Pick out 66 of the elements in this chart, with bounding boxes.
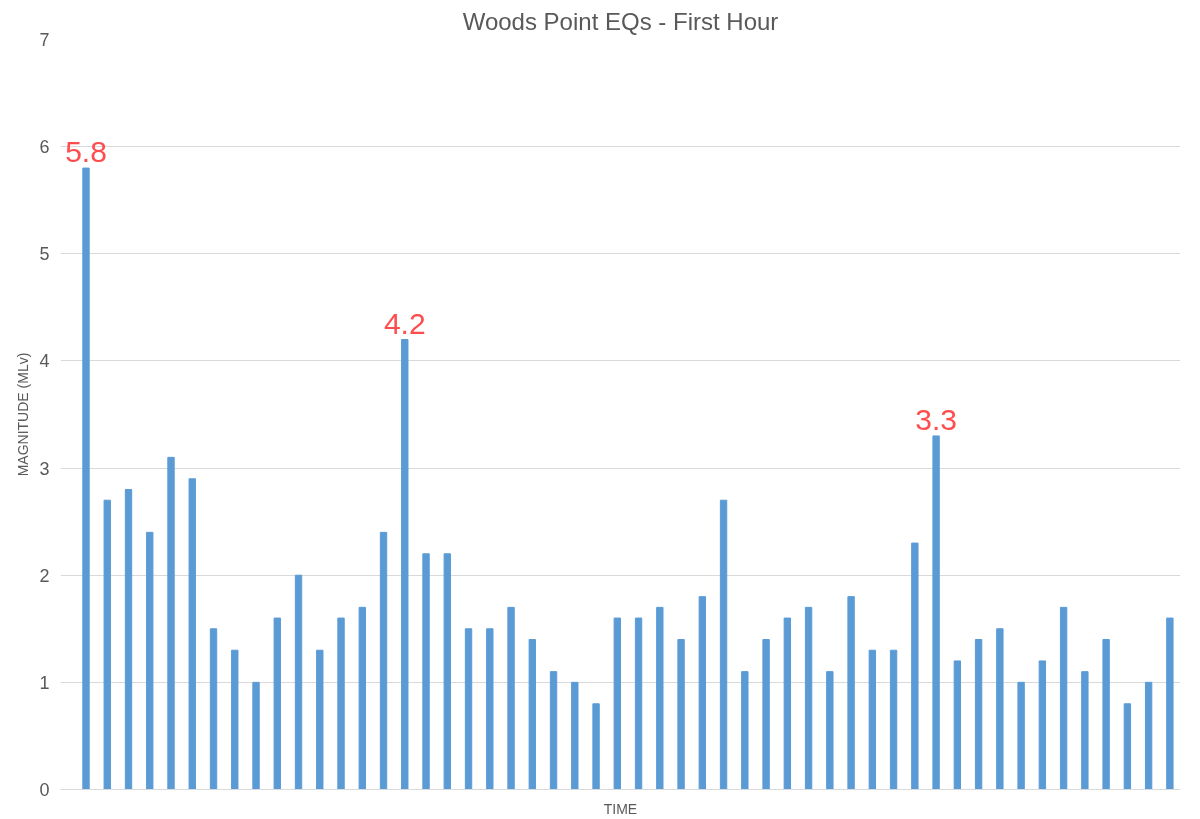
bar	[358, 606, 366, 790]
bar	[294, 574, 303, 790]
bar	[868, 649, 877, 790]
bar	[974, 639, 983, 790]
y-tick-label: 0	[39, 780, 50, 800]
bar	[634, 617, 643, 790]
bar	[804, 606, 813, 790]
bar	[889, 649, 898, 790]
bar	[1059, 606, 1068, 790]
bar	[847, 596, 855, 790]
bar	[401, 339, 409, 790]
data-label: 5.8	[65, 135, 107, 169]
data-label: 4.2	[383, 306, 426, 340]
bar	[549, 671, 558, 790]
bar	[82, 167, 90, 790]
bar	[932, 435, 940, 790]
y-tick-label: 3	[39, 458, 50, 479]
bar	[826, 671, 834, 790]
bar	[379, 531, 388, 790]
bar	[507, 606, 515, 790]
bar	[124, 489, 133, 790]
bar	[273, 617, 281, 790]
y-tick-label: 5	[39, 244, 50, 265]
bar	[464, 628, 473, 790]
bar	[953, 660, 962, 790]
bar	[592, 703, 600, 790]
bar	[762, 639, 770, 790]
bar	[316, 649, 324, 790]
bar	[188, 478, 196, 790]
bar	[337, 617, 345, 790]
bar	[741, 671, 749, 790]
bar	[571, 681, 579, 790]
bar	[1081, 671, 1089, 790]
data-label: 3.3	[915, 402, 957, 436]
bar	[1144, 681, 1153, 790]
y-tick-label: 4	[39, 351, 50, 372]
bar	[146, 531, 154, 790]
bar	[698, 596, 707, 790]
y-axis-title: MAGNITUDE (MLv)	[15, 352, 32, 477]
bar	[486, 628, 494, 790]
bar	[613, 617, 621, 790]
bar	[231, 649, 239, 790]
x-axis-title: TIME	[603, 800, 638, 817]
bar	[783, 617, 792, 790]
bar	[252, 681, 260, 790]
bar	[1038, 660, 1047, 790]
bar	[677, 639, 685, 790]
bar	[1017, 681, 1025, 790]
bar	[911, 542, 919, 790]
bar	[167, 456, 175, 790]
y-tick-label: 1	[39, 672, 50, 693]
bar	[1166, 617, 1174, 790]
y-tick-label: 2	[39, 565, 50, 586]
bar	[443, 553, 451, 790]
bar	[1123, 703, 1132, 790]
bar	[422, 553, 430, 790]
bar	[209, 628, 218, 790]
bar	[719, 499, 728, 790]
bar	[103, 499, 111, 790]
bar	[528, 639, 536, 790]
y-tick-label: 7	[39, 30, 50, 50]
bar	[656, 606, 664, 790]
chart-title: Woods Point EQs - First Hour	[462, 7, 779, 35]
bar	[996, 628, 1004, 790]
y-tick-label: 6	[39, 137, 50, 158]
bar	[1102, 639, 1110, 790]
